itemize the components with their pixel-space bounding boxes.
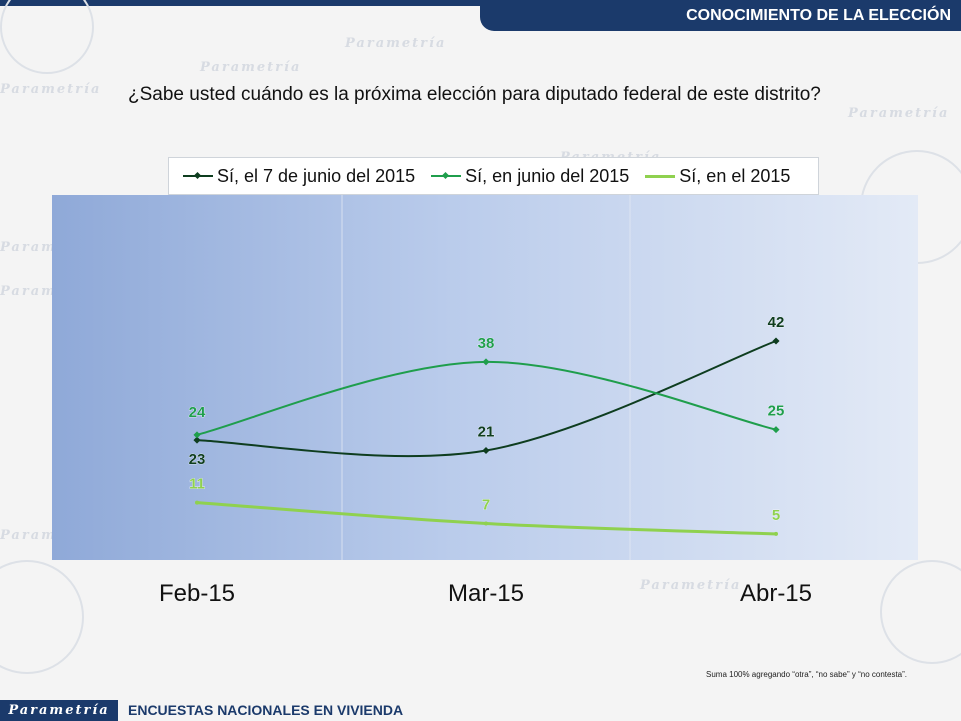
data-point [195,500,199,505]
data-point [772,337,780,345]
brand-logo: Parametría [0,700,118,721]
legend-label: Sí, el 7 de junio del 2015 [217,165,416,186]
footnote: Suma 100% agregando “otra”, “no sabe” y … [706,670,907,679]
legend-swatch [183,171,213,180]
data-point [482,358,490,366]
question-title: ¿Sabe usted cuándo es la próxima elecció… [128,84,821,105]
data-point [482,446,490,455]
data-label: 7 [482,497,490,514]
data-point [484,521,488,526]
data-label: 5 [772,507,780,524]
legend-swatch [431,171,462,180]
data-point [772,426,780,434]
footer-label: ENCUESTAS NACIONALES EN VIVIENDA [128,702,404,718]
legend-label: Sí, en el 2015 [679,165,791,186]
legend-label: Sí, en junio del 2015 [465,165,630,186]
legend-item: Sí, en junio del 2015 [431,166,629,187]
x-tick-label: Mar-15 [448,580,524,607]
chart-legend: Sí, el 7 de junio del 2015 Sí, en junio … [168,157,819,195]
legend-swatch [645,174,676,178]
plot-area [52,195,918,560]
legend-item: Sí, en el 2015 [645,166,790,187]
x-tick-label: Abr-15 [740,580,812,607]
data-point [193,431,201,439]
data-label: 38 [478,335,495,352]
section-title: CONOCIMIENTO DE LA ELECCIÓN [480,0,961,31]
data-point [774,531,778,536]
data-label: 24 [189,404,206,421]
data-label: 25 [768,403,785,420]
x-tick-label: Feb-15 [159,580,235,607]
data-label: 42 [768,314,785,331]
data-label: 23 [189,451,206,468]
data-label: 21 [478,424,495,441]
data-label: 11 [189,476,205,493]
data-point [193,436,201,444]
legend-item: Sí, el 7 de junio del 2015 [183,166,415,187]
